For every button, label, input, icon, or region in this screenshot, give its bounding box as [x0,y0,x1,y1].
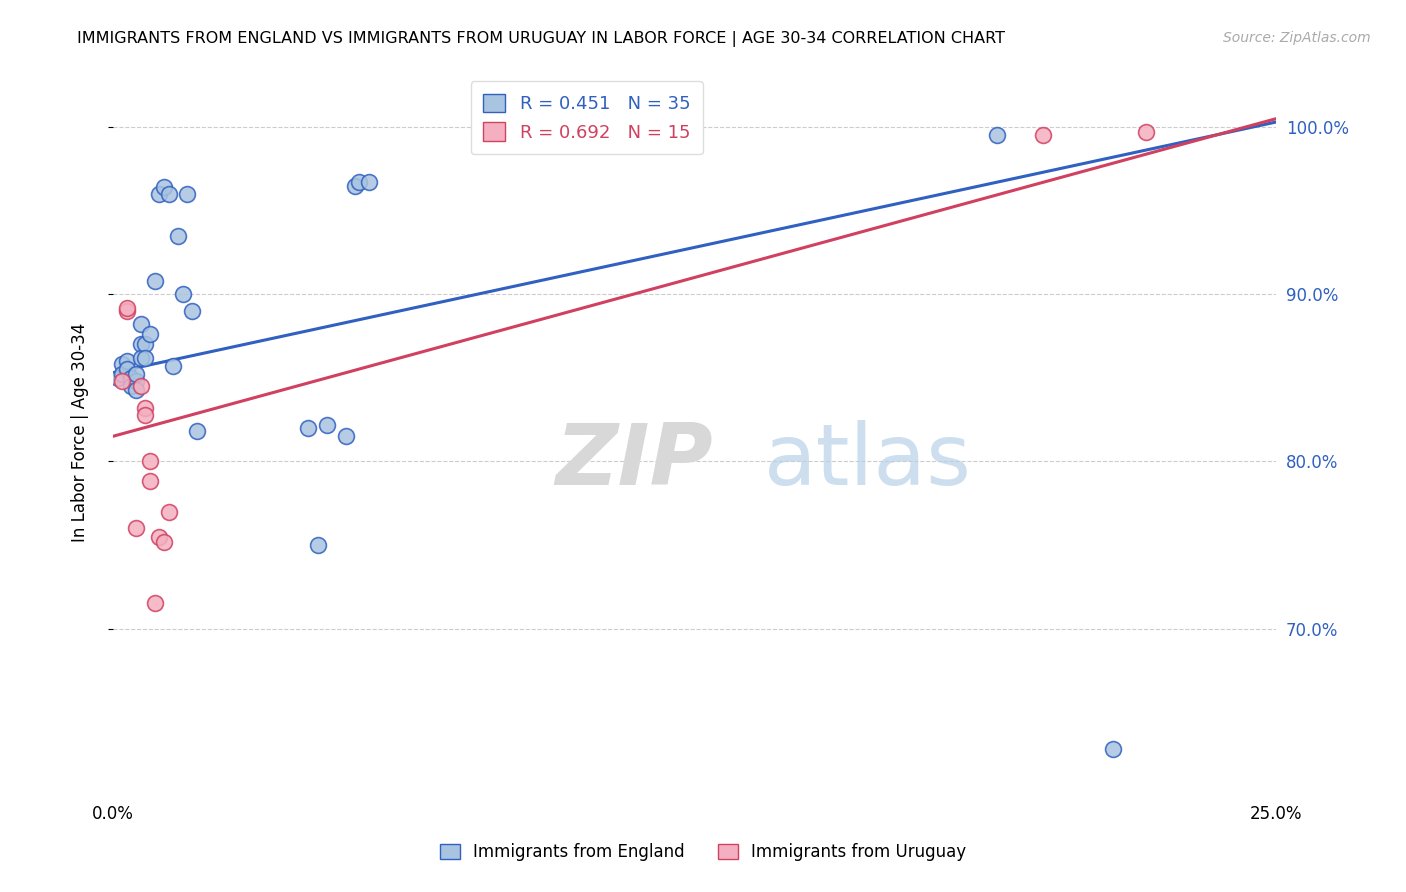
Point [129,351,152,365]
Point [125,368,148,382]
Point [343,178,366,193]
Y-axis label: In Labor Force | Age 30-34: In Labor Force | Age 30-34 [72,323,89,541]
Point [129,318,152,332]
Point [153,534,176,549]
Point [125,374,148,388]
Text: IMMIGRANTS FROM ENGLAND VS IMMIGRANTS FROM URUGUAY IN LABOR FORCE | AGE 30-34 CO: IMMIGRANTS FROM ENGLAND VS IMMIGRANTS FR… [77,31,1005,47]
Point [143,274,166,288]
Point [134,408,156,422]
Text: ZIP: ZIP [555,420,713,503]
Point [315,417,337,432]
Point [162,359,184,373]
Point [115,301,138,315]
Text: atlas: atlas [765,420,973,503]
Point [335,429,357,443]
Point [157,504,180,518]
Point [129,337,152,351]
Point [349,175,371,189]
Legend: Immigrants from England, Immigrants from Uruguay: Immigrants from England, Immigrants from… [433,837,973,868]
Point [1032,128,1054,143]
Point [115,362,138,376]
Point [186,425,208,439]
Point [111,374,134,388]
Point [986,128,1008,143]
Point [125,521,148,535]
Point [125,383,148,397]
Point [1102,742,1125,756]
Legend: R = 0.451   N = 35, R = 0.692   N = 15: R = 0.451 N = 35, R = 0.692 N = 15 [471,81,703,154]
Point [115,304,138,318]
Point [139,454,162,468]
Point [121,379,143,393]
Point [357,175,380,189]
Point [139,475,162,489]
Point [134,351,156,365]
Point [115,354,138,368]
Point [307,538,329,552]
Point [134,401,156,415]
Point [111,358,134,372]
Point [129,379,152,393]
Text: Source: ZipAtlas.com: Source: ZipAtlas.com [1223,31,1371,45]
Point [121,371,143,385]
Point [139,327,162,342]
Point [111,368,134,382]
Point [1135,125,1157,139]
Point [157,186,180,201]
Point [134,337,156,351]
Point [167,228,190,243]
Point [172,287,194,301]
Point [143,597,166,611]
Point [181,304,204,318]
Point [148,186,170,201]
Point [107,371,129,385]
Point [176,186,198,201]
Point [153,180,176,194]
Point [297,421,319,435]
Point [148,530,170,544]
